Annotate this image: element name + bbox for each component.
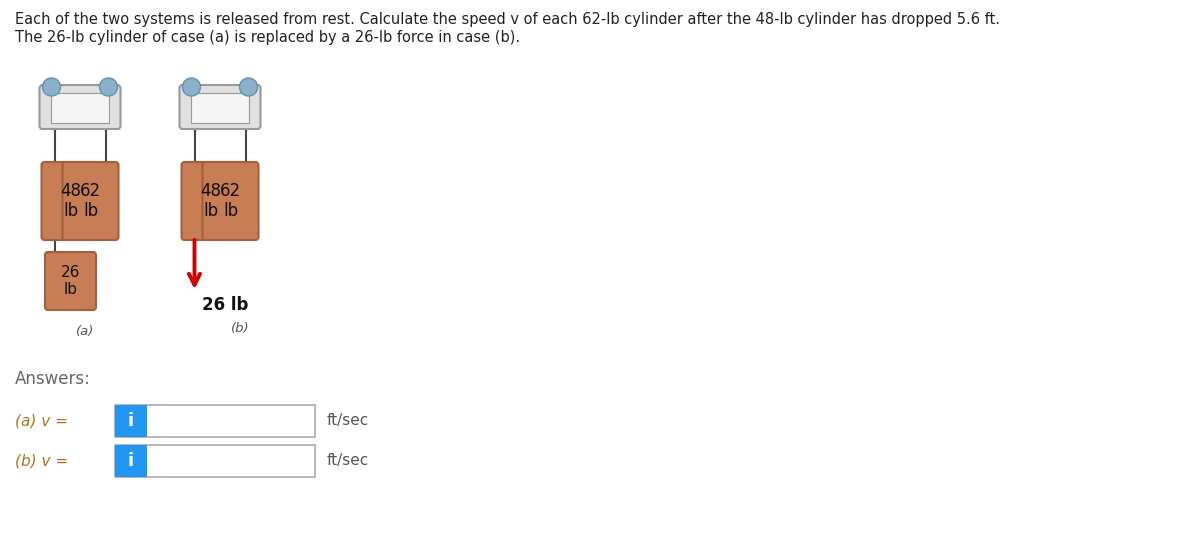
- Text: Each of the two systems is released from rest. Calculate the speed v of each 62-: Each of the two systems is released from…: [14, 12, 1000, 27]
- Text: 48
lb: 48 lb: [60, 182, 82, 221]
- Text: (b) v =: (b) v =: [14, 453, 73, 468]
- FancyBboxPatch shape: [115, 405, 314, 437]
- Text: (b): (b): [230, 322, 250, 335]
- FancyBboxPatch shape: [40, 85, 120, 129]
- Text: The 26-lb cylinder of case (a) is replaced by a 26-lb force in case (b).: The 26-lb cylinder of case (a) is replac…: [14, 30, 520, 45]
- Text: ft/sec: ft/sec: [326, 413, 370, 428]
- FancyBboxPatch shape: [203, 162, 258, 240]
- FancyBboxPatch shape: [180, 85, 260, 129]
- Text: (a) v =: (a) v =: [14, 413, 73, 428]
- Text: 62
lb: 62 lb: [80, 182, 101, 221]
- FancyBboxPatch shape: [115, 445, 314, 477]
- Text: ft/sec: ft/sec: [326, 453, 370, 468]
- Circle shape: [240, 78, 258, 96]
- FancyBboxPatch shape: [191, 93, 250, 123]
- FancyBboxPatch shape: [181, 162, 240, 240]
- FancyBboxPatch shape: [62, 162, 119, 240]
- Text: 26 lb: 26 lb: [203, 296, 248, 314]
- Text: Answers:: Answers:: [14, 370, 91, 388]
- FancyBboxPatch shape: [42, 162, 100, 240]
- Text: i: i: [128, 412, 134, 430]
- Text: i: i: [128, 452, 134, 470]
- FancyBboxPatch shape: [115, 445, 148, 477]
- FancyBboxPatch shape: [115, 405, 148, 437]
- Circle shape: [182, 78, 200, 96]
- Text: 62
lb: 62 lb: [220, 182, 241, 221]
- Circle shape: [42, 78, 60, 96]
- FancyBboxPatch shape: [50, 93, 109, 123]
- Circle shape: [100, 78, 118, 96]
- Text: (a): (a): [76, 325, 94, 338]
- FancyBboxPatch shape: [46, 252, 96, 310]
- Text: 26
lb: 26 lb: [61, 265, 80, 297]
- Text: 48
lb: 48 lb: [200, 182, 221, 221]
